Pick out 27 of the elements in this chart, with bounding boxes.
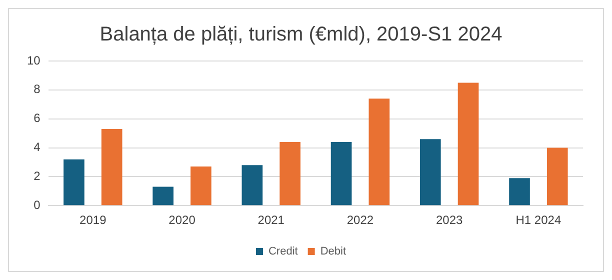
bar	[190, 166, 212, 206]
x-tick-label: 2021	[258, 213, 285, 228]
bar	[458, 82, 479, 206]
y-tick-label: 2	[34, 168, 41, 183]
y-tick-label: 8	[34, 82, 41, 96]
y-tick-label: 6	[34, 111, 41, 126]
y-tick-label: 4	[34, 140, 41, 154]
bar	[368, 98, 390, 206]
legend-label: Credit	[268, 246, 298, 258]
bar	[64, 159, 84, 206]
x-tick-label: 2020	[168, 213, 196, 228]
y-tick-label: 0	[34, 198, 41, 212]
legend-label: Debit	[320, 246, 346, 258]
bar	[509, 178, 530, 206]
x-tick-label: H1 2024	[516, 213, 562, 228]
bar	[546, 148, 568, 206]
bar	[101, 128, 122, 206]
bar	[242, 165, 263, 206]
bar	[280, 142, 300, 206]
bar	[330, 142, 352, 206]
bar	[152, 186, 174, 206]
bar	[420, 139, 441, 206]
x-tick-label: 2023	[436, 213, 464, 228]
x-tick-label: 2019	[80, 213, 107, 228]
chart-title: Balanța de plăți, turism (€mld), 2019-S1 2024	[100, 24, 502, 46]
y-tick-label: 10	[26, 53, 41, 68]
x-tick-label: 2022	[346, 213, 374, 228]
